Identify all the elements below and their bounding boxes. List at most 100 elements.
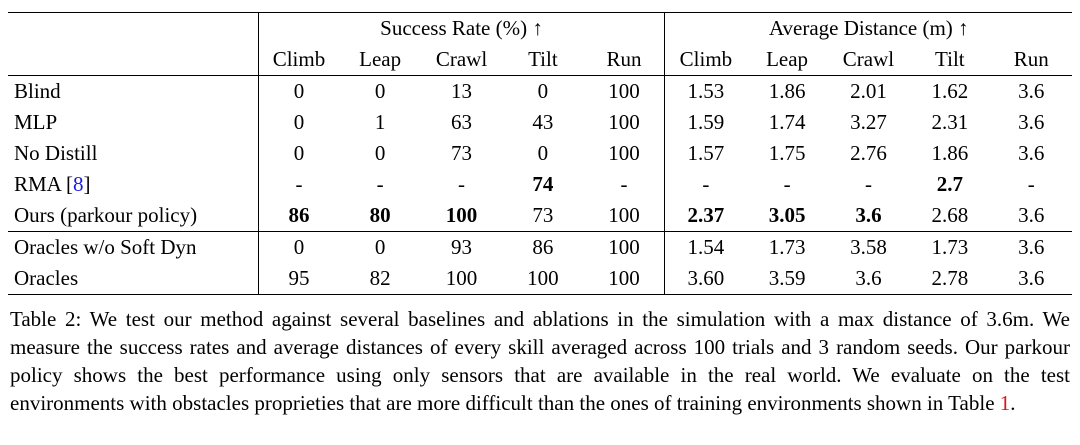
table-cell: - bbox=[376, 172, 384, 196]
col-header-ad-leap: Leap bbox=[746, 44, 828, 76]
table-cell: 63 bbox=[451, 110, 472, 134]
table-cell: 0 bbox=[374, 141, 386, 165]
table-cell: 93 bbox=[420, 231, 503, 263]
table-cell: 100 bbox=[608, 203, 640, 227]
table-cell: 2.31 bbox=[931, 110, 969, 134]
table-cell: 100 bbox=[445, 203, 478, 227]
table-row: RMA [8] - - - 74 - - - - 2.7 - bbox=[8, 169, 1072, 200]
table-cell: 1.73 bbox=[909, 231, 991, 263]
method-label: Blind bbox=[14, 79, 61, 103]
col-header-ad-run: Run bbox=[990, 44, 1072, 76]
table-cell: - bbox=[257, 169, 340, 200]
table-cell: 100 bbox=[608, 266, 640, 290]
table-cell: 0 bbox=[374, 79, 386, 103]
table-cell: 2.01 bbox=[850, 79, 887, 103]
table-cell: 1.73 bbox=[746, 231, 828, 263]
table-cell: 0 bbox=[257, 138, 340, 169]
table-cell: 2.68 bbox=[931, 203, 969, 227]
col-header-sr-leap: Leap bbox=[339, 44, 421, 76]
table-row: MLP 0 1 63 43 100 1.59 1.74 3.27 2.31 3.6 bbox=[8, 107, 1072, 138]
corner-cell bbox=[8, 44, 259, 76]
table-cell: 1.57 bbox=[664, 138, 747, 169]
table-cell: 1.59 bbox=[664, 107, 747, 138]
citation-link[interactable]: 8 bbox=[72, 172, 84, 196]
corner-cell bbox=[8, 13, 258, 45]
table-header: Success Rate (%) ↑ Average Distance (m) … bbox=[8, 12, 1072, 76]
method-label: Ours (parkour policy) bbox=[14, 203, 198, 227]
table-cell: - bbox=[458, 172, 465, 196]
table-cell: 3.27 bbox=[850, 110, 887, 134]
table-cell: 3.6 bbox=[1018, 266, 1045, 290]
method-label: No Distill bbox=[14, 141, 98, 165]
table-cell: 1.86 bbox=[931, 141, 969, 165]
table-cell: 86 bbox=[502, 231, 584, 263]
table-cell: 100 bbox=[445, 266, 478, 290]
table-cell: 1.86 bbox=[768, 79, 806, 103]
table-row: Oracles 95 82 100 100 100 3.60 3.59 3.6 2.78 3.6 bbox=[8, 263, 1072, 295]
group-header-row: Success Rate (%) ↑ Average Distance (m) … bbox=[8, 12, 1072, 45]
table-caption: Table 2: We test our method against seve… bbox=[8, 305, 1072, 417]
table-cell: 1.74 bbox=[768, 110, 806, 134]
table-cell: 1.54 bbox=[664, 231, 747, 263]
table-cell: 3.60 bbox=[664, 263, 747, 295]
table-cell: 73 bbox=[532, 203, 554, 227]
table-cell: 3.58 bbox=[827, 231, 910, 263]
table-cell: 100 bbox=[527, 266, 559, 290]
table-cell: 1.75 bbox=[768, 141, 806, 165]
method-label: MLP bbox=[14, 110, 58, 134]
table-cell: - bbox=[783, 172, 791, 196]
table-cell: 82 bbox=[369, 266, 391, 290]
group-header-success-rate: Success Rate (%) ↑ bbox=[257, 12, 665, 44]
table-cell: 3.6 bbox=[1018, 141, 1045, 165]
table-row: Ours (parkour policy) 86 80 100 73 100 2.37 3.0… bbox=[8, 200, 1072, 232]
col-header-sr-run: Run bbox=[583, 44, 665, 76]
table-cell: 1 bbox=[374, 110, 386, 134]
caption-text: Table 2: We test our method against seve… bbox=[10, 307, 1070, 415]
table-cell: 74 bbox=[532, 172, 554, 196]
table-row: No Distill 0 0 73 0 100 1.57 1.75 2.76 1.86 3.6 bbox=[8, 138, 1072, 169]
table-cell: 73 bbox=[451, 141, 472, 165]
col-header-sr-climb: Climb bbox=[257, 44, 340, 76]
table-cell: 13 bbox=[451, 79, 472, 103]
table-cell: 3.05 bbox=[768, 203, 806, 227]
table-cell: 3.6 bbox=[1018, 79, 1045, 103]
table-cell: 3.6 bbox=[990, 231, 1072, 263]
table-cell: 100 bbox=[608, 110, 640, 134]
table-cell: 0 bbox=[257, 107, 340, 138]
table-cell: 2.7 bbox=[936, 172, 963, 196]
table-body: Blind 0 0 13 0 100 1.53 1.86 2.01 1.62 3.6 MLP 0 1 63 4… bbox=[8, 75, 1072, 295]
table-cell: 3.6 bbox=[1018, 110, 1045, 134]
method-label: Oracles bbox=[14, 266, 79, 290]
table-cell: 1.53 bbox=[664, 75, 747, 107]
table-cell: 3.6 bbox=[855, 203, 882, 227]
table-cell: 0 bbox=[257, 75, 340, 107]
table-cell: 0 bbox=[257, 231, 340, 263]
table-cell: - bbox=[864, 172, 872, 196]
table-cell: - bbox=[1027, 172, 1035, 196]
table-cell: 1.62 bbox=[931, 79, 969, 103]
table-cell: 0 bbox=[537, 79, 549, 103]
table-cell: 3.59 bbox=[768, 266, 806, 290]
method-label: Oracles w/o Soft Dyn bbox=[8, 231, 259, 263]
col-header-ad-tilt: Tilt bbox=[909, 44, 991, 76]
table-cell: - bbox=[620, 172, 628, 196]
table-cell: 86 bbox=[257, 200, 340, 232]
table-cell: 100 bbox=[608, 79, 640, 103]
method-label: RMA [8] bbox=[14, 172, 91, 196]
table-cell: 80 bbox=[369, 203, 391, 227]
table-row: Blind 0 0 13 0 100 1.53 1.86 2.01 1.62 3.6 bbox=[8, 75, 1072, 107]
table-cell: - bbox=[664, 169, 747, 200]
table-cell: 43 bbox=[532, 110, 554, 134]
table-cell: 3.6 bbox=[1018, 203, 1045, 227]
table-cell: 2.37 bbox=[664, 200, 747, 232]
table-row: Oracles w/o Soft Dyn 0 0 93 86 100 1.54 1.73 3.5… bbox=[8, 231, 1072, 263]
results-table: Success Rate (%) ↑ Average Distance (m) … bbox=[8, 12, 1072, 295]
col-header-sr-crawl: Crawl bbox=[420, 44, 503, 76]
table-cell: 2.76 bbox=[850, 141, 887, 165]
table-cell: 0 bbox=[339, 231, 421, 263]
col-header-sr-tilt: Tilt bbox=[502, 44, 584, 76]
table-cell: 95 bbox=[257, 263, 340, 295]
table-ref-link[interactable]: 1 bbox=[999, 391, 1011, 415]
table-cell: 2.78 bbox=[931, 266, 969, 290]
table-cell: 100 bbox=[583, 231, 665, 263]
